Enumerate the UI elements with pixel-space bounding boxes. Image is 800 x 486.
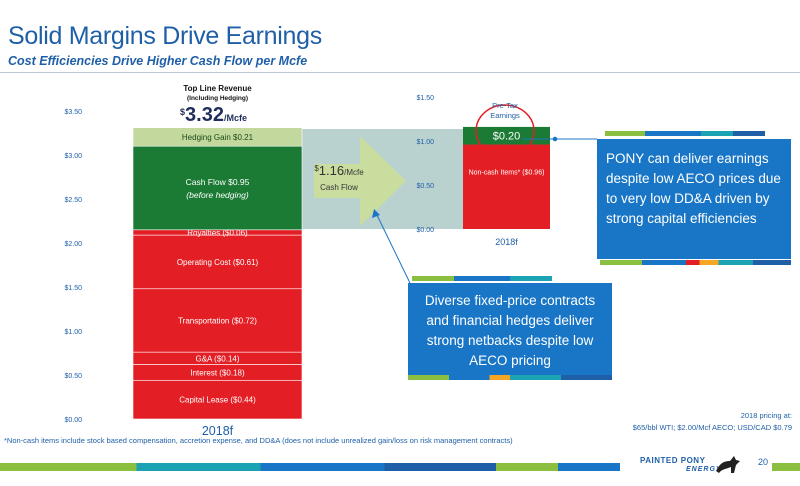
arrow-label: Cash Flow xyxy=(320,183,358,192)
callout-stripe-bottom xyxy=(600,260,791,265)
left-segment-label: Transportation ($0.72) xyxy=(178,316,257,325)
left-category-label: 2018f xyxy=(202,424,234,438)
slide-subtitle: Cost Efficiencies Drive Higher Cash Flow… xyxy=(8,54,308,68)
left-bar-segment xyxy=(132,127,303,147)
left-total-value: $3.32/Mcfe xyxy=(180,104,247,126)
right-bar-segment xyxy=(463,144,550,229)
left-bar-segment xyxy=(132,145,303,231)
left-stacked-bar: Capital Lease ($0.44) Interest ($0.18) G&A… xyxy=(132,127,303,438)
left-segment-label: Capital Lease ($0.44) xyxy=(179,396,256,405)
right-y-tick-label: $0.00 xyxy=(416,227,434,234)
logo-line-1: PAINTED PONY xyxy=(640,456,706,465)
left-segment-label: Cash Flow $0.95 xyxy=(186,177,250,187)
right-category-label: 2018f xyxy=(495,237,518,247)
right-segment-label: $0.20 xyxy=(493,131,521,143)
pricing-line-2: $65/bbl WTI; $2.00/Mcf AECO; USD/CAD $0.… xyxy=(632,423,792,432)
logo-line-2: ENERGY xyxy=(686,466,722,473)
right-bar-segment xyxy=(463,126,550,145)
left-bar-segment xyxy=(132,288,303,353)
left-y-tick-label: $2.50 xyxy=(64,197,82,204)
earnings-highlight-circle xyxy=(475,104,535,158)
right-segment-label: Non-cash Items* ($0.96) xyxy=(469,169,545,176)
left-segment-label: Interest ($0.18) xyxy=(190,368,245,377)
left-segment-label-2: (before hedging) xyxy=(186,190,249,200)
horse-logo-icon xyxy=(716,456,740,473)
callout-connector-dot xyxy=(552,136,558,142)
left-y-tick-label: $2.00 xyxy=(64,241,82,248)
bottom-color-bar xyxy=(0,463,620,471)
middle-stripe-bottom xyxy=(408,375,612,380)
left-y-tick-label: $1.50 xyxy=(64,285,82,292)
left-segment-label: G&A ($0.14) xyxy=(195,354,239,363)
left-y-tick-label: $3.00 xyxy=(64,153,82,160)
left-bar-segment xyxy=(132,379,303,420)
callout-stripe-top xyxy=(605,131,765,136)
left-header: Top Line Revenue (Including Hedging) $3.32… xyxy=(180,84,252,126)
callout-right: PONY can deliver earnings despite low AE… xyxy=(597,139,791,259)
callout-middle: Diverse fixed-price contracts and financ… xyxy=(408,283,612,375)
pricing-note: 2018 pricing at: $65/bbl WTI; $2.00/Mcf … xyxy=(633,410,792,434)
left-bar-segment xyxy=(132,234,303,290)
cash-flow-arrow xyxy=(314,136,406,226)
company-logo: PAINTED PONY ENERGY xyxy=(640,451,740,481)
left-segment-label: Operating Cost ($0.61) xyxy=(177,258,259,267)
left-segment-label: Hedging Gain $0.21 xyxy=(182,133,254,142)
right-y-tick-label: $1.50 xyxy=(416,95,434,102)
title-rule xyxy=(0,72,800,73)
bottom-color-bar-right xyxy=(772,463,800,471)
footnote: *Non-cash items include stock based comp… xyxy=(4,436,513,445)
page-number: 20 xyxy=(758,457,769,467)
right-stacked-bar: Non-cash Items* ($0.96) $0.20 Pre-TaxEarni… xyxy=(463,101,550,247)
right-y-tick-label: $1.00 xyxy=(416,139,434,146)
middle-callout-pointer-head xyxy=(372,209,380,218)
right-y-axis: $0.00 $0.50 $1.00 $1.50 xyxy=(416,95,434,234)
left-header-line-1: Top Line Revenue xyxy=(183,84,252,93)
slide-title: Solid Margins Drive Earnings xyxy=(8,22,322,50)
left-segment-label: Royalties ($0.06) xyxy=(187,228,248,237)
left-header-line-2: (Including Hedging) xyxy=(187,95,248,102)
left-y-tick-label: $0.50 xyxy=(64,373,82,380)
right-annotation-line-1: Pre-Tax xyxy=(492,101,518,110)
middle-callout-pointer xyxy=(375,212,411,284)
right-annotation-line-2: Earnings xyxy=(490,111,520,120)
left-y-tick-label: $1.00 xyxy=(64,329,82,336)
middle-stripe-top xyxy=(412,276,552,281)
arrow-value: $1.16/Mcfe xyxy=(314,163,364,178)
left-y-tick-label: $3.50 xyxy=(64,109,82,116)
right-y-tick-label: $0.50 xyxy=(416,183,434,190)
left-y-axis: $0.00 $0.50 $1.00 $1.50 $2.00 $2.50 $3.00 $3.50 xyxy=(64,109,82,424)
left-y-tick-label: $0.00 xyxy=(64,417,82,424)
pricing-line-1: 2018 pricing at: xyxy=(740,411,792,420)
